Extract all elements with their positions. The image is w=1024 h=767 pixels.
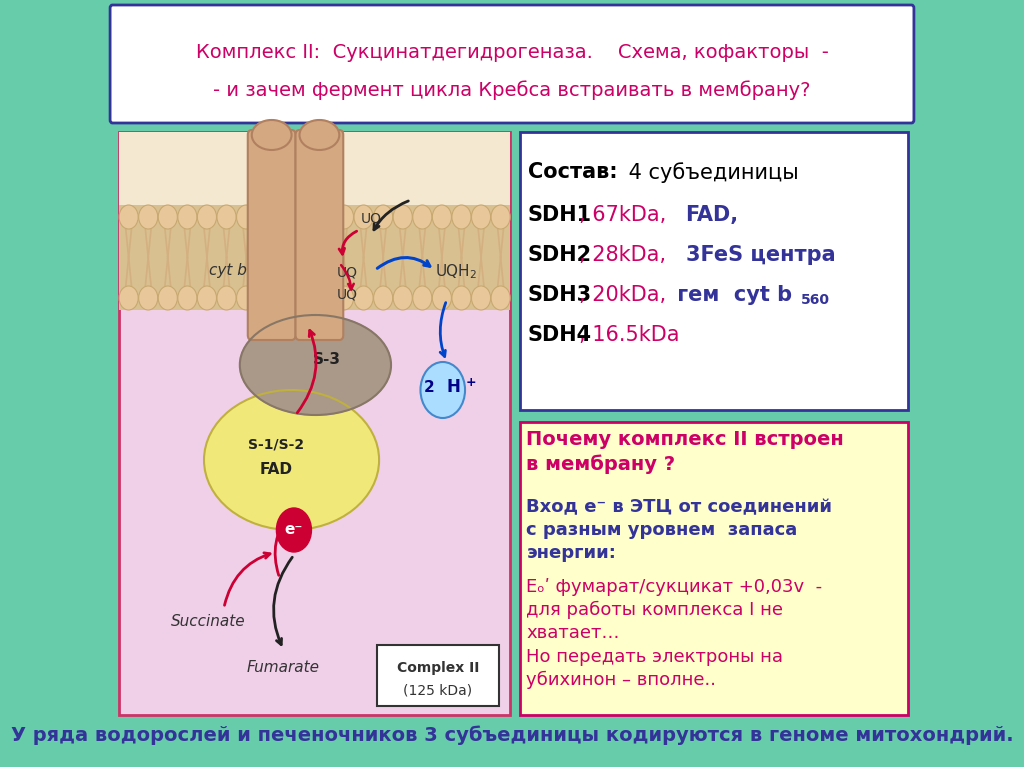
FancyBboxPatch shape bbox=[248, 130, 296, 340]
Text: Fumarate: Fumarate bbox=[247, 660, 321, 676]
Circle shape bbox=[432, 205, 452, 229]
Text: FAD,: FAD, bbox=[685, 205, 738, 225]
FancyBboxPatch shape bbox=[520, 422, 908, 715]
Circle shape bbox=[217, 205, 237, 229]
Text: , 20kDa,: , 20kDa, bbox=[579, 285, 666, 305]
Circle shape bbox=[413, 205, 432, 229]
FancyBboxPatch shape bbox=[119, 132, 510, 205]
Circle shape bbox=[178, 286, 197, 310]
FancyBboxPatch shape bbox=[119, 205, 510, 310]
Circle shape bbox=[237, 205, 256, 229]
Circle shape bbox=[432, 286, 452, 310]
Text: Состав:: Состав: bbox=[528, 162, 617, 182]
Text: UQH$_2$: UQH$_2$ bbox=[435, 262, 477, 281]
Text: У ряда водорослей и печеночников 3 субъединицы кодируются в геноме митохондрий.: У ряда водорослей и печеночников 3 субъе… bbox=[10, 726, 1014, 745]
Text: Вход е⁻ в ЭТЦ от соединений
с разным уровнем  запаса
энергии:: Вход е⁻ в ЭТЦ от соединений с разным уро… bbox=[526, 498, 833, 561]
Circle shape bbox=[452, 205, 471, 229]
Circle shape bbox=[492, 205, 510, 229]
FancyBboxPatch shape bbox=[119, 132, 510, 715]
Text: Eₒʹ фумарат/сукцикат +0,03v  -
для работы комплекса I не
хватает…: Eₒʹ фумарат/сукцикат +0,03v - для работы… bbox=[526, 578, 822, 642]
Circle shape bbox=[159, 286, 177, 310]
Text: SDH2: SDH2 bbox=[528, 245, 592, 265]
Circle shape bbox=[275, 205, 295, 229]
Text: UQ: UQ bbox=[337, 265, 357, 279]
Circle shape bbox=[413, 286, 432, 310]
FancyBboxPatch shape bbox=[111, 5, 913, 123]
Text: +: + bbox=[466, 376, 476, 389]
Circle shape bbox=[276, 508, 311, 552]
Text: Но передать электроны на
убихинон – вполне..: Но передать электроны на убихинон – впол… bbox=[526, 648, 783, 690]
Text: - и зачем фермент цикла Кребса встраивать в мембрану?: - и зачем фермент цикла Кребса встраиват… bbox=[213, 81, 811, 100]
Text: cyt b: cyt b bbox=[209, 262, 247, 278]
Circle shape bbox=[393, 205, 413, 229]
Circle shape bbox=[335, 205, 353, 229]
Ellipse shape bbox=[240, 315, 391, 415]
Circle shape bbox=[335, 286, 353, 310]
Text: (125 kDa): (125 kDa) bbox=[403, 683, 472, 697]
FancyBboxPatch shape bbox=[377, 645, 500, 706]
Circle shape bbox=[295, 205, 314, 229]
Circle shape bbox=[237, 286, 256, 310]
Circle shape bbox=[492, 286, 510, 310]
Text: UQ: UQ bbox=[360, 211, 382, 225]
Text: S-3: S-3 bbox=[313, 353, 341, 367]
Circle shape bbox=[295, 286, 314, 310]
Circle shape bbox=[393, 286, 413, 310]
FancyBboxPatch shape bbox=[296, 130, 343, 340]
Ellipse shape bbox=[299, 120, 339, 150]
Text: SDH3: SDH3 bbox=[528, 285, 592, 305]
Text: , 67kDa,: , 67kDa, bbox=[579, 205, 679, 225]
Circle shape bbox=[217, 286, 237, 310]
Circle shape bbox=[354, 286, 373, 310]
Circle shape bbox=[421, 362, 465, 418]
Text: S-1/S-2: S-1/S-2 bbox=[248, 438, 304, 452]
Circle shape bbox=[374, 205, 392, 229]
Text: FAD: FAD bbox=[259, 463, 292, 478]
Circle shape bbox=[256, 205, 275, 229]
Text: Почему комплекс II встроен
в мембрану ?: Почему комплекс II встроен в мембрану ? bbox=[526, 430, 844, 474]
Circle shape bbox=[198, 205, 216, 229]
Text: UQ: UQ bbox=[337, 288, 357, 302]
Circle shape bbox=[178, 205, 197, 229]
Text: Комплекс II:  Сукцинатдегидрогеназа.    Схема, кофакторы  -: Комплекс II: Сукцинатдегидрогеназа. Схем… bbox=[196, 42, 828, 61]
Circle shape bbox=[471, 205, 490, 229]
FancyBboxPatch shape bbox=[520, 132, 908, 410]
Text: Complex II: Complex II bbox=[396, 661, 479, 675]
Text: 3FeS центра: 3FeS центра bbox=[685, 245, 836, 265]
Circle shape bbox=[119, 205, 138, 229]
Text: 2: 2 bbox=[424, 380, 435, 394]
Text: , 16.5kDa: , 16.5kDa bbox=[579, 325, 679, 345]
Circle shape bbox=[471, 286, 490, 310]
Text: SDH1: SDH1 bbox=[528, 205, 592, 225]
Circle shape bbox=[119, 286, 138, 310]
Circle shape bbox=[256, 286, 275, 310]
Circle shape bbox=[452, 286, 471, 310]
Text: e⁻: e⁻ bbox=[285, 522, 303, 538]
Circle shape bbox=[354, 205, 373, 229]
Text: гем  cyt b: гем cyt b bbox=[670, 285, 792, 305]
Circle shape bbox=[138, 205, 158, 229]
Text: 4 субъединицы: 4 субъединицы bbox=[622, 162, 799, 183]
Circle shape bbox=[314, 286, 334, 310]
Text: Succinate: Succinate bbox=[171, 614, 246, 630]
Text: SDH4: SDH4 bbox=[528, 325, 592, 345]
Text: 560: 560 bbox=[801, 293, 829, 307]
Text: H: H bbox=[446, 378, 460, 396]
Text: , 28kDa,: , 28kDa, bbox=[579, 245, 679, 265]
Circle shape bbox=[275, 286, 295, 310]
Circle shape bbox=[198, 286, 216, 310]
Ellipse shape bbox=[252, 120, 292, 150]
Circle shape bbox=[159, 205, 177, 229]
Circle shape bbox=[138, 286, 158, 310]
Circle shape bbox=[314, 205, 334, 229]
Ellipse shape bbox=[204, 390, 379, 530]
Circle shape bbox=[374, 286, 392, 310]
